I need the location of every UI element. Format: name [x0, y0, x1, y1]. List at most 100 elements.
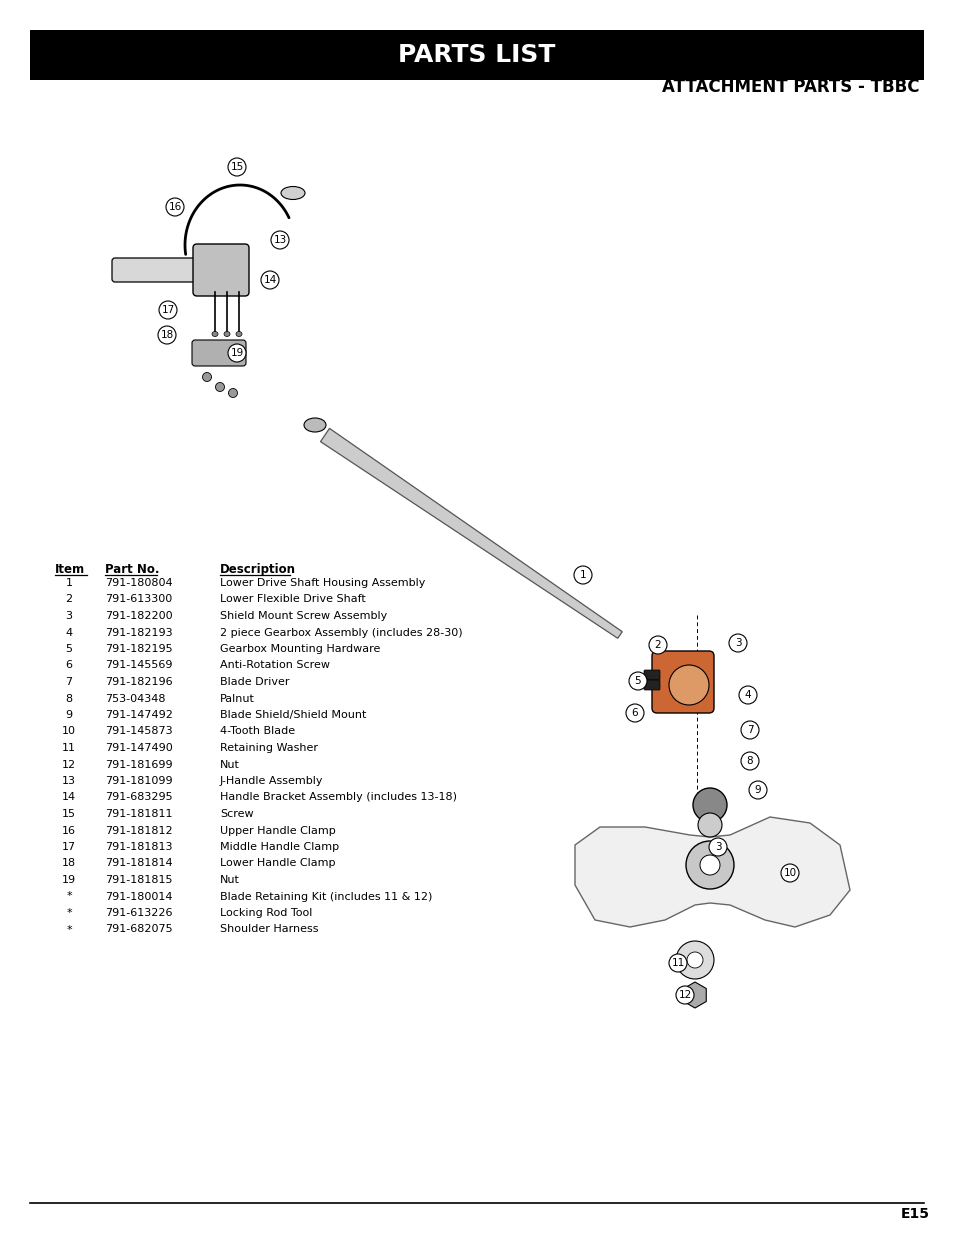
Text: Locking Rod Tool: Locking Rod Tool [220, 908, 312, 918]
Text: *: * [66, 892, 71, 902]
Text: 12: 12 [678, 990, 691, 1000]
Text: 791-181815: 791-181815 [105, 876, 172, 885]
Text: 7: 7 [746, 725, 753, 735]
FancyBboxPatch shape [112, 258, 210, 282]
Text: 7: 7 [66, 677, 72, 687]
Text: Lower Drive Shaft Housing Assembly: Lower Drive Shaft Housing Assembly [220, 578, 425, 588]
Text: 9: 9 [66, 710, 72, 720]
Text: 791-145873: 791-145873 [105, 726, 172, 736]
Text: Lower Flexible Drive Shaft: Lower Flexible Drive Shaft [220, 594, 365, 604]
Text: 3: 3 [734, 638, 740, 648]
Circle shape [676, 941, 713, 979]
Text: 18: 18 [62, 858, 76, 868]
Circle shape [648, 636, 666, 655]
Text: 19: 19 [230, 348, 243, 358]
FancyBboxPatch shape [192, 340, 246, 366]
Text: 791-145569: 791-145569 [105, 661, 172, 671]
Text: 791-147492: 791-147492 [105, 710, 172, 720]
Text: 791-182196: 791-182196 [105, 677, 172, 687]
Text: *: * [66, 908, 71, 918]
Text: 791-180014: 791-180014 [105, 892, 172, 902]
Text: 791-181811: 791-181811 [105, 809, 172, 819]
Ellipse shape [215, 383, 224, 391]
FancyBboxPatch shape [643, 671, 659, 680]
Ellipse shape [212, 331, 218, 336]
Circle shape [685, 841, 733, 889]
Text: PARTS LIST: PARTS LIST [398, 43, 555, 67]
Text: *: * [66, 925, 71, 935]
Text: 10: 10 [62, 726, 76, 736]
Circle shape [628, 672, 646, 690]
Text: Palnut: Palnut [220, 694, 254, 704]
Text: 2: 2 [654, 640, 660, 650]
Text: 10: 10 [782, 868, 796, 878]
Text: 4-Tooth Blade: 4-Tooth Blade [220, 726, 294, 736]
Text: 8: 8 [746, 756, 753, 766]
Ellipse shape [281, 186, 305, 200]
Text: Retaining Washer: Retaining Washer [220, 743, 317, 753]
Text: 4: 4 [66, 627, 72, 637]
Text: E15: E15 [900, 1207, 929, 1221]
Text: 791-181813: 791-181813 [105, 842, 172, 852]
Text: 5: 5 [66, 643, 72, 655]
Circle shape [574, 566, 592, 584]
Text: 791-613226: 791-613226 [105, 908, 172, 918]
Circle shape [676, 986, 693, 1004]
Text: Anti-Rotation Screw: Anti-Rotation Screw [220, 661, 330, 671]
Circle shape [740, 721, 759, 739]
Circle shape [228, 345, 246, 362]
Circle shape [159, 301, 177, 319]
Ellipse shape [229, 389, 237, 398]
Text: 16: 16 [168, 203, 181, 212]
Text: 791-181812: 791-181812 [105, 825, 172, 836]
Text: 791-613300: 791-613300 [105, 594, 172, 604]
Text: 17: 17 [62, 842, 76, 852]
Text: 791-147490: 791-147490 [105, 743, 172, 753]
Text: 19: 19 [62, 876, 76, 885]
Circle shape [692, 788, 726, 823]
Text: ATTACHMENT PARTS - TBBC: ATTACHMENT PARTS - TBBC [661, 78, 919, 96]
Text: 791-182195: 791-182195 [105, 643, 172, 655]
Text: 14: 14 [62, 793, 76, 803]
Text: 11: 11 [62, 743, 76, 753]
Text: 8: 8 [66, 694, 72, 704]
Text: Blade Retaining Kit (includes 11 & 12): Blade Retaining Kit (includes 11 & 12) [220, 892, 432, 902]
Circle shape [166, 198, 184, 216]
FancyBboxPatch shape [30, 30, 923, 80]
Text: 17: 17 [161, 305, 174, 315]
Circle shape [698, 813, 721, 837]
Text: 791-682075: 791-682075 [105, 925, 172, 935]
Text: 15: 15 [230, 162, 243, 172]
Text: Nut: Nut [220, 760, 239, 769]
Text: 791-180804: 791-180804 [105, 578, 172, 588]
Circle shape [271, 231, 289, 249]
Polygon shape [320, 429, 621, 638]
Text: Shoulder Harness: Shoulder Harness [220, 925, 318, 935]
Text: Handle Bracket Assembly (includes 13-18): Handle Bracket Assembly (includes 13-18) [220, 793, 456, 803]
Text: J-Handle Assembly: J-Handle Assembly [220, 776, 323, 785]
Text: 5: 5 [634, 676, 640, 685]
Circle shape [740, 752, 759, 769]
Text: Nut: Nut [220, 876, 239, 885]
Text: 1: 1 [579, 571, 586, 580]
Ellipse shape [235, 331, 242, 336]
Text: Middle Handle Clamp: Middle Handle Clamp [220, 842, 338, 852]
Text: Screw: Screw [220, 809, 253, 819]
Text: 16: 16 [62, 825, 76, 836]
Text: 6: 6 [66, 661, 72, 671]
Circle shape [158, 326, 175, 345]
Text: 3: 3 [66, 611, 72, 621]
Polygon shape [683, 982, 705, 1008]
Text: 1: 1 [66, 578, 72, 588]
Text: 791-181099: 791-181099 [105, 776, 172, 785]
Text: 9: 9 [754, 785, 760, 795]
FancyBboxPatch shape [651, 651, 713, 713]
Text: 18: 18 [160, 330, 173, 340]
Ellipse shape [224, 331, 230, 336]
Circle shape [708, 839, 726, 856]
Text: Blade Shield/Shield Mount: Blade Shield/Shield Mount [220, 710, 366, 720]
Text: 14: 14 [263, 275, 276, 285]
Circle shape [781, 864, 799, 882]
Text: Description: Description [220, 563, 295, 576]
Text: 791-182193: 791-182193 [105, 627, 172, 637]
